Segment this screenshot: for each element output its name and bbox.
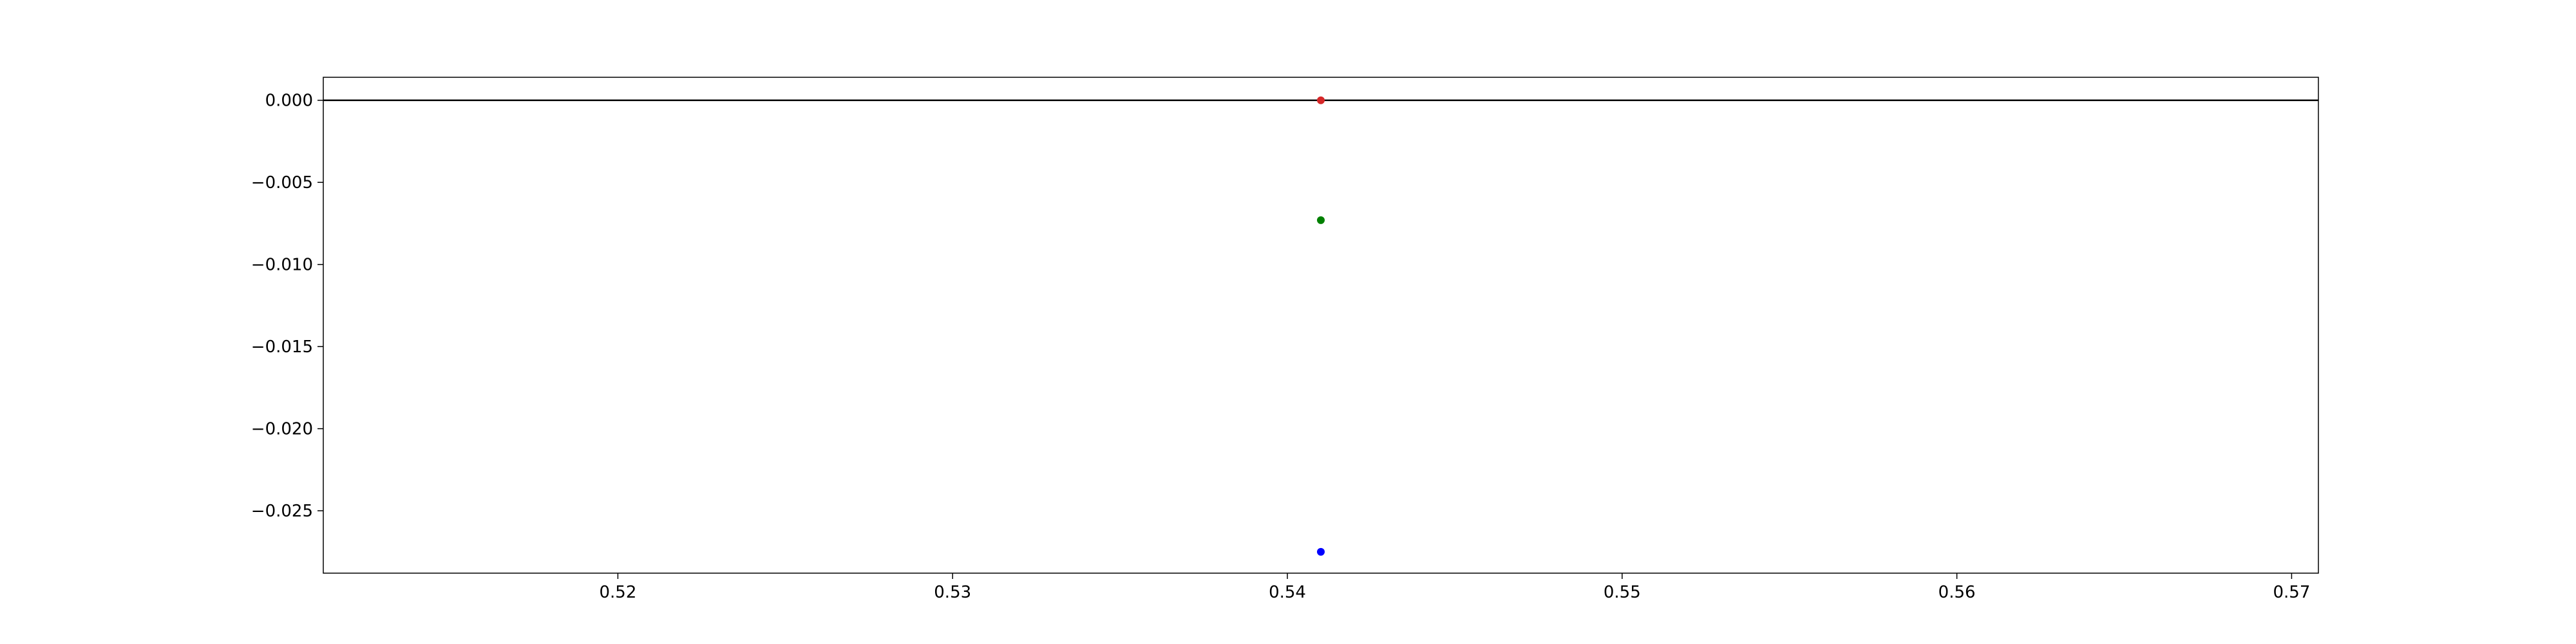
y-tick-label: −0.005 [251,173,313,193]
x-tick-label: 0.53 [934,583,971,602]
y-axis: 0.000 −0.005 −0.010 −0.015 −0.020 −0.025 [251,91,323,521]
x-tick-label: 0.54 [1269,583,1306,602]
x-tick-label: 0.56 [1938,583,1976,602]
plot-area-frame [323,77,2319,574]
x-tick-label: 0.52 [599,583,636,602]
y-tick-label: 0.000 [265,91,313,111]
x-tick-label: 0.55 [1604,583,1641,602]
data-points [1317,96,1325,556]
y-tick-label: −0.025 [251,502,313,521]
y-tick-label: −0.015 [251,337,313,357]
data-point [1317,216,1325,224]
data-point [1317,96,1325,104]
x-axis: 0.52 0.53 0.54 0.55 0.56 0.57 [599,573,2310,602]
data-point [1317,547,1325,556]
y-tick-label: −0.020 [251,420,313,439]
y-tick-label: −0.010 [251,256,313,275]
x-tick-label: 0.57 [2273,583,2310,602]
